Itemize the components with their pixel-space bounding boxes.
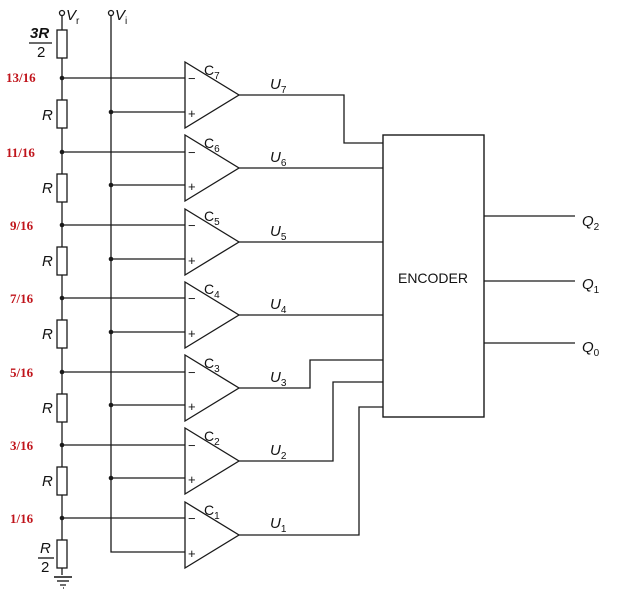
svg-text:U6: U6 (270, 149, 287, 169)
resistor (56, 466, 68, 496)
tap-label: 3/16 (10, 438, 34, 453)
svg-text:Q1: Q1 (582, 276, 600, 296)
svg-text:U3: U3 (270, 369, 287, 389)
resistor (56, 99, 68, 129)
output-label: U (270, 442, 281, 459)
resistor (56, 393, 68, 423)
resistor (56, 173, 68, 203)
resistor-label: R (42, 180, 53, 197)
comparator-c4: − + C4 U4 (59, 280, 383, 350)
svg-text:U7: U7 (270, 76, 287, 96)
svg-text:C1: C1 (204, 502, 220, 522)
resistor (56, 319, 68, 349)
resistor-bottom (56, 539, 68, 569)
resistor-label: R (42, 107, 53, 124)
tap-label: 1/16 (10, 511, 34, 526)
svg-text:+: + (188, 472, 196, 487)
resistor-bottom-label: R 2 (38, 540, 54, 576)
svg-text:−: − (188, 145, 196, 160)
resistor-label: R (42, 400, 53, 417)
svg-text:3R: 3R (30, 25, 49, 42)
output-label: U (270, 296, 281, 313)
vr-subscript: r (76, 16, 80, 27)
svg-text:C5: C5 (204, 208, 220, 228)
tap-label: 9/16 (10, 218, 34, 233)
svg-text:2: 2 (37, 44, 45, 61)
resistor-top (56, 29, 68, 59)
comparator-c3: − + C3 U3 (59, 353, 383, 423)
svg-text:−: − (188, 291, 196, 306)
tap-label: 13/16 (6, 70, 36, 85)
svg-text:+: + (188, 326, 196, 341)
svg-text:+: + (188, 546, 196, 561)
svg-text:−: − (188, 438, 196, 453)
comparator-c6: − + C6 U6 (59, 133, 383, 203)
svg-text:R: R (40, 540, 51, 557)
svg-text:U1: U1 (270, 515, 287, 535)
resistor-label: R (42, 253, 53, 270)
comparator-c5: − + C5 U5 (59, 207, 383, 277)
svg-text:U5: U5 (270, 223, 287, 243)
output-label: U (270, 515, 281, 532)
svg-text:Vr: Vr (66, 7, 80, 27)
vi-terminal: Vi (107, 7, 127, 27)
svg-text:+: + (188, 179, 196, 194)
encoder-block: ENCODER (382, 134, 485, 418)
comparator-c2: − + C2 U2 (59, 381, 383, 496)
output-q1: Q1 (484, 276, 600, 296)
vr-terminal: Vr (58, 7, 80, 27)
output-label: U (270, 369, 281, 386)
svg-text:C2: C2 (204, 428, 220, 448)
tap-label: 11/16 (6, 145, 35, 160)
vi-label: V (115, 7, 127, 24)
comparator-c7: − + C7 U7 (59, 60, 383, 144)
vi-subscript: i (125, 16, 127, 27)
svg-text:C3: C3 (204, 355, 220, 375)
svg-text:Q2: Q2 (582, 213, 600, 233)
output-label: U (270, 223, 281, 240)
svg-text:Q0: Q0 (582, 339, 600, 359)
svg-text:−: − (188, 511, 196, 526)
output-q0: Q0 (484, 339, 600, 359)
svg-text:Vi: Vi (115, 7, 127, 27)
ground-icon (54, 576, 72, 589)
svg-text:C6: C6 (204, 135, 220, 155)
output-q2: Q2 (484, 213, 600, 233)
tap-label: 5/16 (10, 365, 34, 380)
svg-text:U4: U4 (270, 296, 287, 316)
svg-text:U2: U2 (270, 442, 287, 462)
svg-text:−: − (188, 218, 196, 233)
output-label: U (270, 149, 281, 166)
comparator-c1: − + C1 U1 (59, 406, 383, 570)
svg-text:2: 2 (41, 559, 49, 576)
svg-text:C7: C7 (204, 62, 220, 82)
output-label: U (270, 76, 281, 93)
svg-text:+: + (188, 253, 196, 268)
tap-label: 7/16 (10, 291, 34, 306)
svg-text:−: − (188, 71, 196, 86)
svg-text:−: − (188, 365, 196, 380)
vr-label: V (66, 7, 78, 24)
resistor (56, 246, 68, 276)
encoder-label: ENCODER (398, 270, 468, 286)
svg-text:+: + (188, 399, 196, 414)
svg-text:+: + (188, 106, 196, 121)
vi-bus (110, 16, 185, 553)
resistor-label: R (42, 326, 53, 343)
svg-text:C4: C4 (204, 281, 220, 301)
resistor-top-label: 3R 2 (29, 25, 52, 61)
resistor-label: R (42, 473, 53, 490)
